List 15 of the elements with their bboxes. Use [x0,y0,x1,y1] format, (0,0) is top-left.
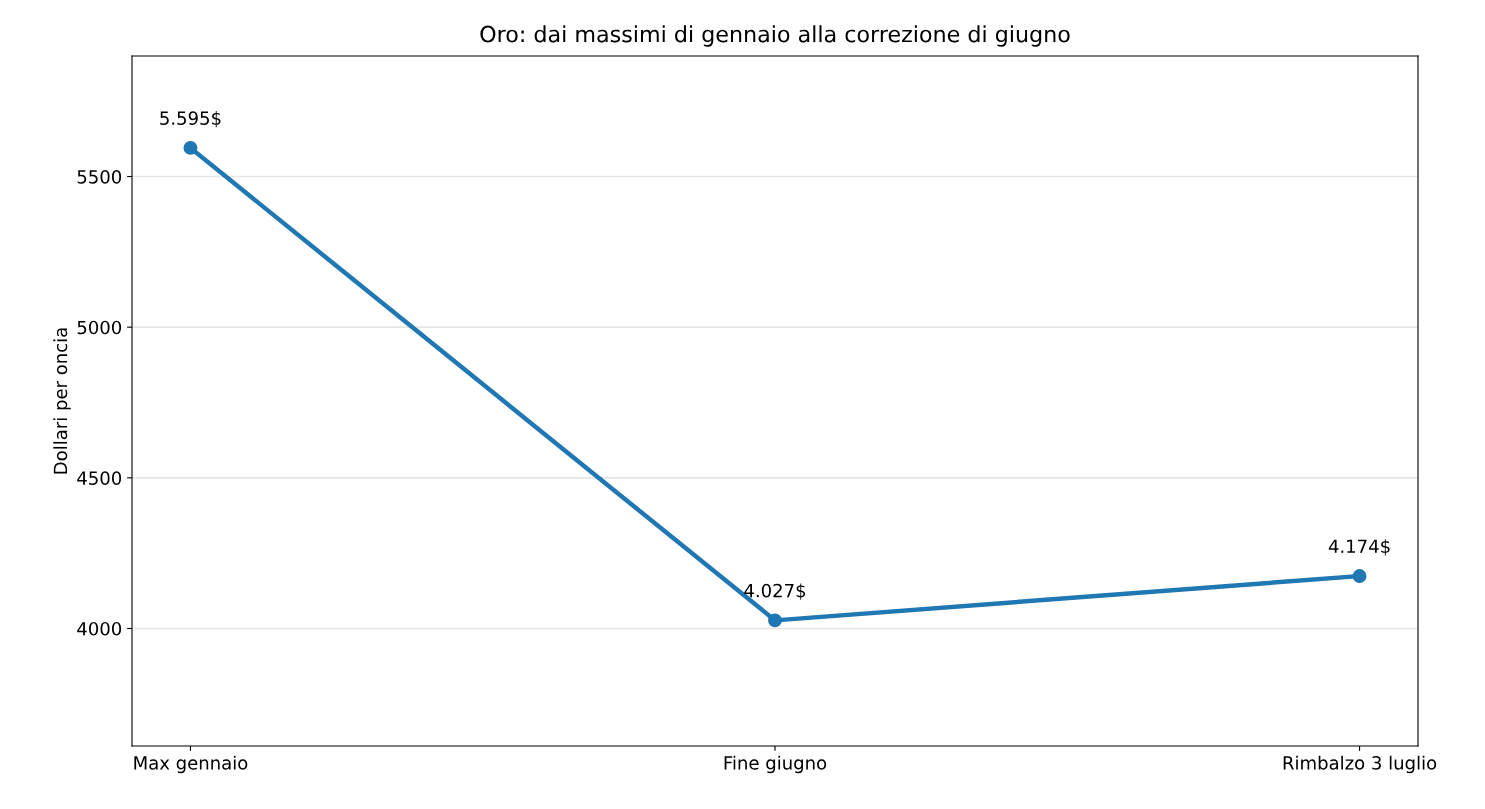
point [1352,569,1367,584]
x-tick-label: Fine giugno [724,755,827,774]
point [183,140,198,155]
data-label: 4.174$ [1328,539,1390,556]
y-tick-label: 4000 [77,621,122,636]
x-tick-label: Max gennaio [134,755,248,774]
data-label: 5.595$ [160,110,221,128]
y-tick-label: 4500 [77,471,122,485]
y-tick-label: 5500 [77,169,122,184]
x-tick-label: Rimbalzo 3 luglio [1283,755,1437,774]
y-axis-title: Dollari per oncia [53,328,71,474]
y-tick-label: 5000 [77,320,122,335]
data-label: 4.027$ [744,583,806,600]
chart-title: Oro: dai massimi di gennaio alla correzione di giugno [480,25,1070,47]
point [768,613,782,628]
